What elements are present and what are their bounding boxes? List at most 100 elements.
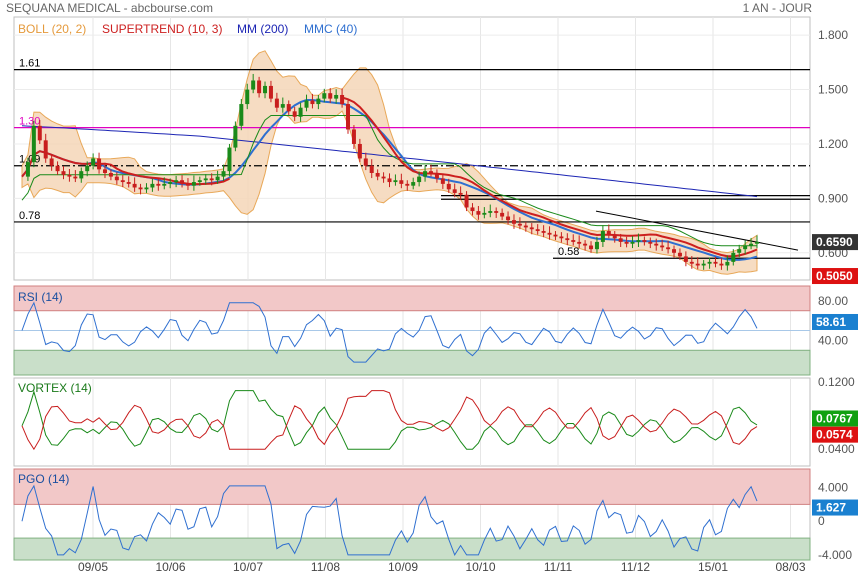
y-tick-pgo-2: -4.000 [818,548,852,562]
candle-body [695,263,700,266]
legend-item-3: MMC (40) [304,22,357,36]
pgo-label: PGO (14) [18,472,69,486]
candle-body [399,180,404,184]
vortex-label: VORTEX (14) [18,381,92,395]
candle-body [672,249,677,253]
candle-body [547,232,552,235]
y-tick-rsi-0: 80.00 [818,294,848,308]
candle-body [553,234,558,237]
candle-body [743,245,748,250]
candle-body [245,89,250,105]
candle-body [346,104,351,130]
candle-body [61,171,66,175]
candle-body [132,183,137,188]
legend-item-0: BOLL (20, 2) [18,22,86,36]
rsi-label: RSI (14) [18,290,63,304]
candle-body [322,93,327,99]
candle-body [701,263,706,266]
candle-body [239,104,244,126]
candle-body [660,245,665,248]
chart-title: SEQUANA MEDICAL - abcbourse.com [6,1,213,15]
candle-body [180,180,185,184]
candle-body [156,183,161,186]
candle-body [263,85,268,94]
candle-body [97,158,102,170]
candle-body [91,158,96,166]
y-tick-rsi-1: 40.00 [818,333,848,347]
x-tick-3: 11/08 [311,560,340,574]
candle-body [458,192,463,195]
candle-body [215,176,220,181]
candle-body [446,183,451,190]
candle-body [138,187,143,190]
candle-body [221,171,226,177]
supertrend-badge-bg [812,268,858,285]
pgo-upper-zone [13,468,811,505]
x-tick-1: 10/06 [155,560,185,574]
level-label-3: 0.78 [19,210,40,222]
candle-body [257,80,262,94]
y-tick-pgo-1: 0 [818,514,825,528]
x-tick-8: 15/01 [698,560,728,574]
candle-body [31,125,36,163]
candle-body [79,171,84,179]
x-tick-4: 10/09 [388,560,418,574]
candle-body [102,169,107,173]
period-label[interactable]: 1 AN - JOUR [742,1,812,15]
y-tick-vortex-0: 0.1200 [818,375,855,389]
candle-body [440,178,445,184]
candle-body [600,231,605,242]
candle-body [464,194,469,208]
candle-body [251,80,256,90]
candle-body [428,171,433,173]
candle-body [375,172,380,177]
level-label-6: 0.58 [558,246,579,258]
supertrend-line [21,115,757,247]
candle-body [340,94,345,105]
vortex-minus-badge: 0.0574 [816,428,853,442]
candle-body [292,111,297,117]
candle-body [624,241,629,244]
y-tick-vortex-2: 0.0400 [818,442,855,456]
candle-body [417,176,422,183]
candle-body [517,223,522,226]
vortex-minus-line [21,390,758,451]
candle-body [666,247,671,250]
candle-body [227,147,232,172]
level-label-1: 1.30 [19,116,40,128]
candle-body [197,180,202,183]
trend-line [595,210,799,251]
x-tick-7: 11/12 [621,560,650,574]
candle-body [559,236,564,239]
candle-body [120,180,125,183]
y-tick-price-1: 1.500 [818,83,848,97]
price-badge-bg [812,234,858,251]
candle-body [755,241,759,244]
candle-body [589,245,594,250]
candle-body [191,182,196,186]
candle-body [482,212,487,215]
candle-body [500,212,505,217]
pgo-badge: 1.627 [816,501,846,515]
legend-item-2: MM (200) [237,22,288,36]
candle-body [654,243,659,246]
pgo-line [21,484,758,557]
candle-body [37,125,42,141]
candle-body [541,231,546,233]
candle-body [357,143,362,159]
candle-body [316,98,321,105]
bollinger-band [21,50,758,275]
candle-body [411,182,416,186]
candle-body [43,140,48,159]
panel-frame-2 [13,377,811,467]
candle-body [523,225,528,228]
candle-body [298,107,303,117]
candle-body [363,158,368,166]
candle-body [144,187,149,190]
candle-body [381,176,386,179]
candle-body [114,176,119,181]
vortex-plus-badge-bg [812,410,858,427]
candle-body [162,183,167,186]
vortex-plus-line [21,390,758,450]
